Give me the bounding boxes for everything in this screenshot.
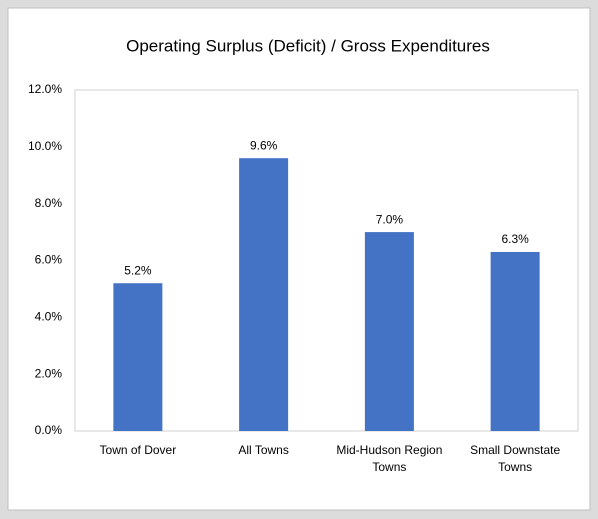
data-label: 5.2% xyxy=(124,263,152,277)
y-tick-label: 12.0% xyxy=(28,82,62,96)
y-tick-label: 4.0% xyxy=(35,310,63,324)
x-tick-label: Mid-Hudson Region Towns xyxy=(336,443,443,474)
bar xyxy=(239,158,289,431)
bar xyxy=(490,251,540,431)
data-label: 9.6% xyxy=(250,138,278,152)
plot-area xyxy=(74,89,579,432)
y-tick-label: 6.0% xyxy=(35,253,63,267)
x-tick-label: Small Downstate Towns xyxy=(470,443,561,474)
y-tick-label: 10.0% xyxy=(28,139,62,153)
bar xyxy=(364,232,414,431)
chart-title: Operating Surplus (Deficit) / Gross Expe… xyxy=(126,36,490,55)
x-tick-label: Town of Dover xyxy=(99,443,177,457)
y-tick-label: 0.0% xyxy=(35,423,63,437)
data-label: 7.0% xyxy=(376,212,404,226)
y-tick-label: 8.0% xyxy=(35,196,63,210)
x-tick-label: All Towns xyxy=(238,443,289,457)
bar xyxy=(113,283,163,431)
data-label: 6.3% xyxy=(501,232,529,246)
y-tick-label: 2.0% xyxy=(35,366,63,380)
